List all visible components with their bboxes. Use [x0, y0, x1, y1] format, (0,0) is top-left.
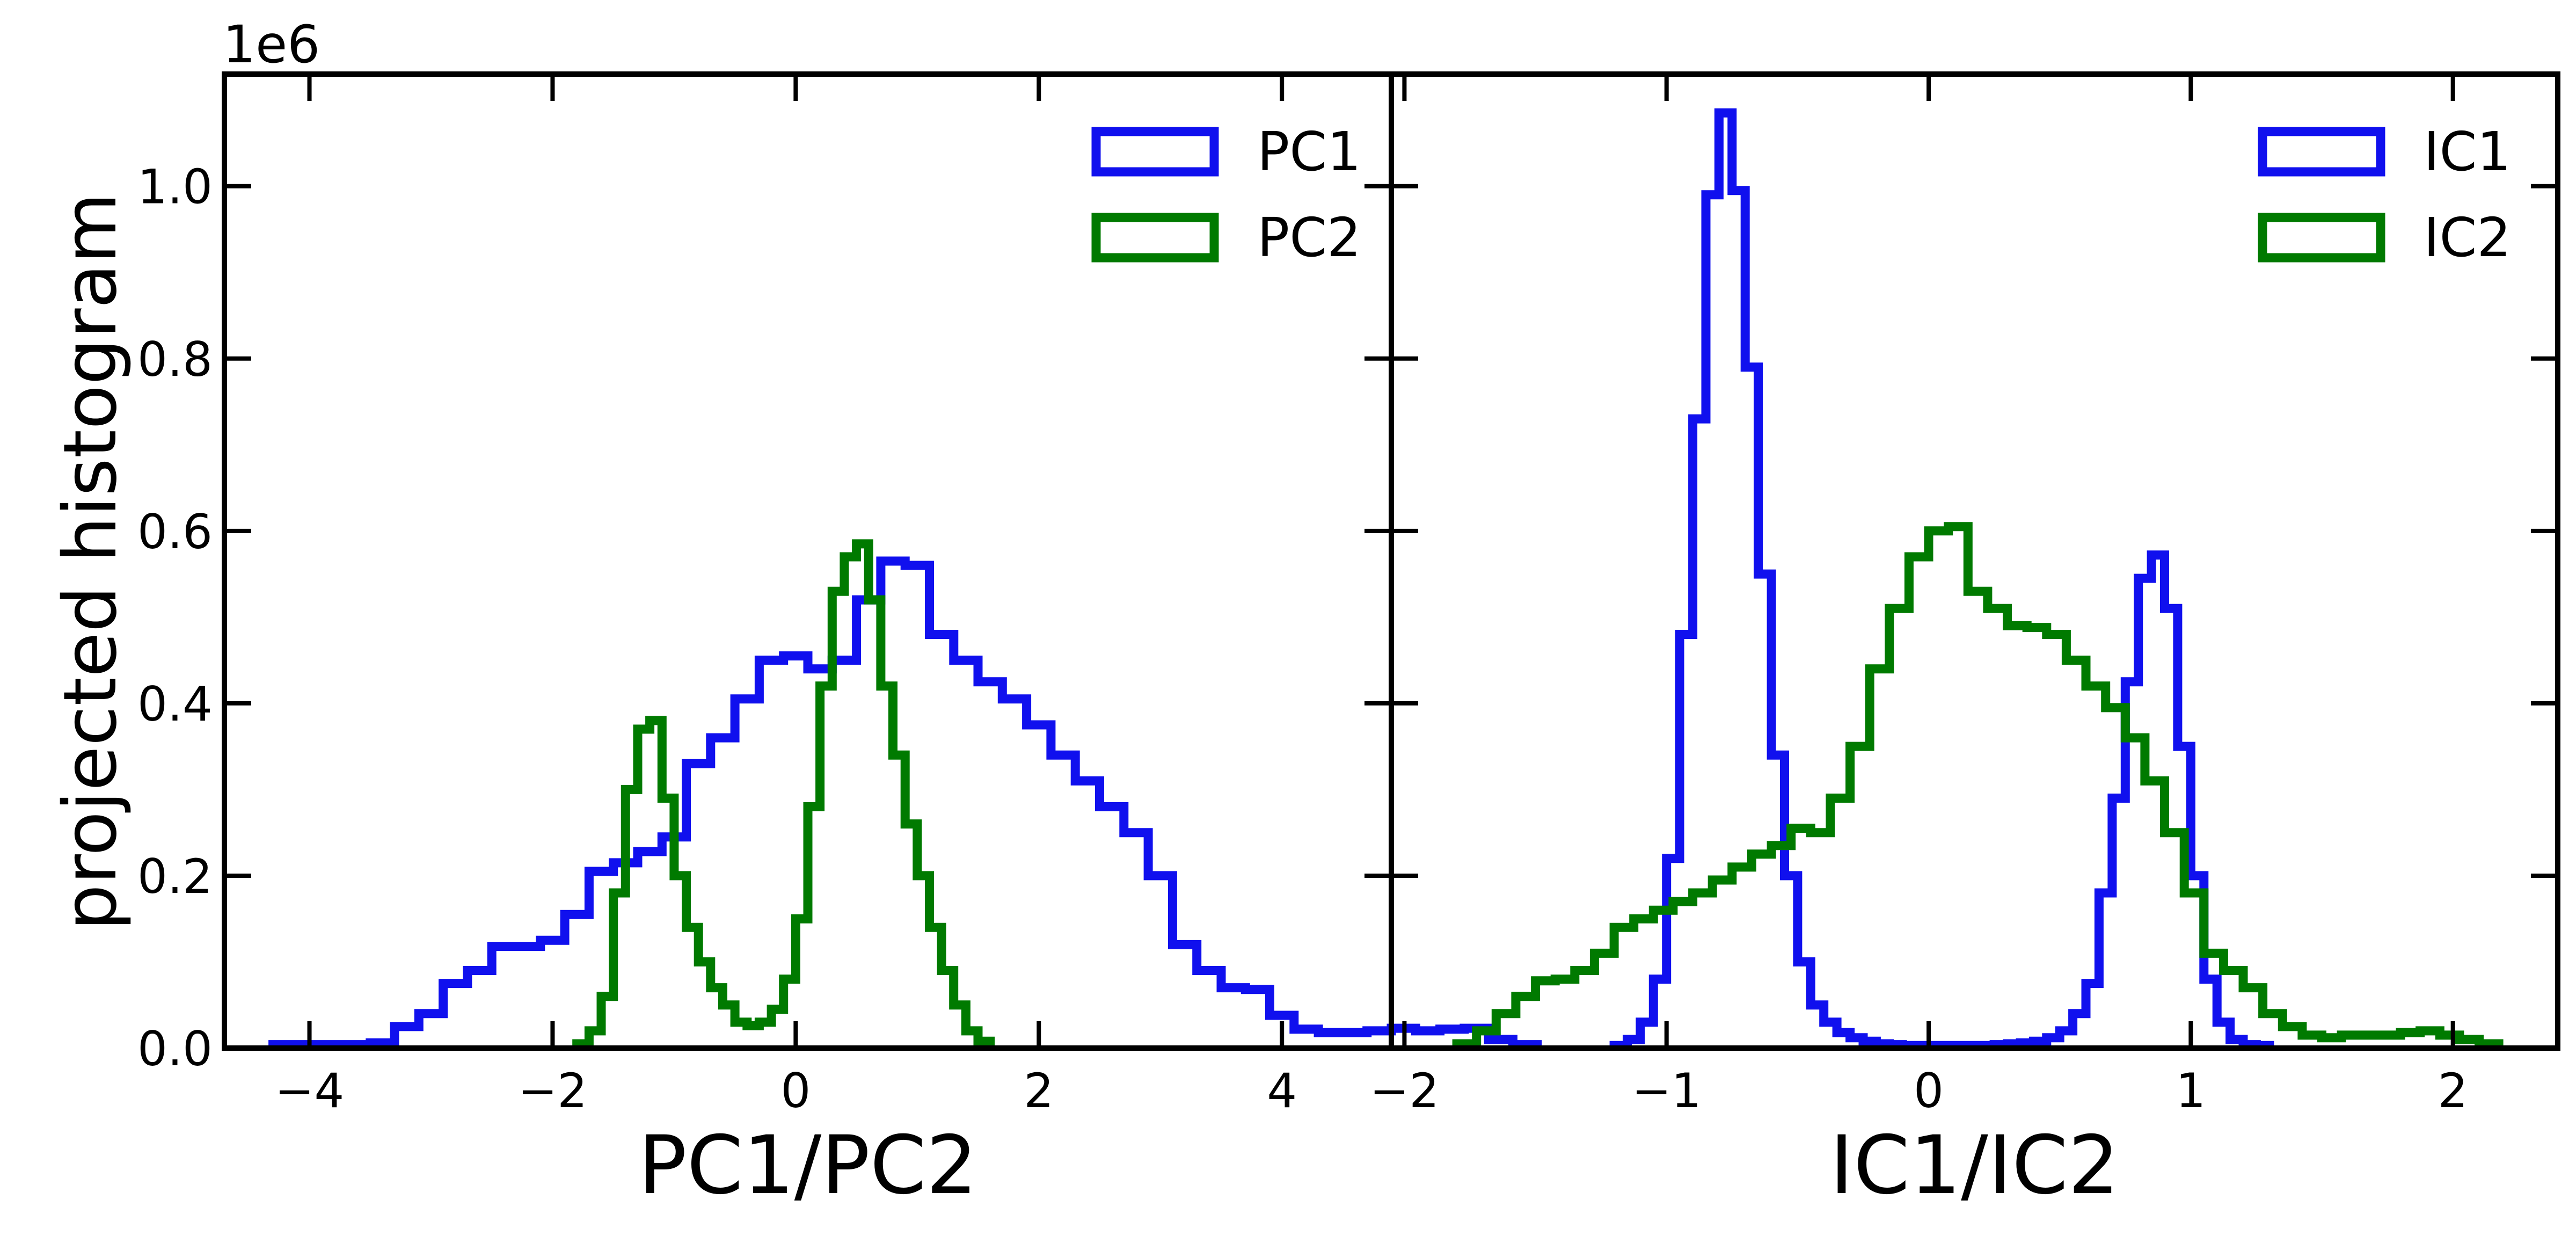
y-axis-label: projected histogram — [48, 193, 133, 931]
series-pc2-line — [572, 539, 995, 1049]
legend-swatch-ic1 — [2258, 127, 2385, 177]
x-tick-label: 2 — [2438, 1063, 2468, 1118]
legend-swatch-pc1 — [1091, 127, 1219, 177]
x-tick-label: 0 — [780, 1063, 811, 1118]
series-pc1-line — [268, 556, 1542, 1050]
legend-label-pc2: PC2 — [1257, 206, 1361, 269]
plot-frame — [1389, 71, 2560, 1051]
legend-label-ic1: IC1 — [2424, 120, 2511, 183]
x-tick-label: 2 — [1024, 1063, 1054, 1118]
x-tick-label: −1 — [1632, 1063, 1702, 1118]
y-offset-text: 1e6 — [223, 14, 320, 75]
x-tick-label: −2 — [1370, 1063, 1440, 1118]
x-tick-label: 4 — [1267, 1063, 1297, 1118]
x-tick-label: −4 — [275, 1063, 345, 1118]
y-tick-label: 0.6 — [137, 504, 213, 559]
y-tick-label: 0.8 — [137, 332, 213, 387]
x-tick-label: −2 — [518, 1063, 588, 1118]
legend-label-pc1: PC1 — [1257, 120, 1361, 183]
y-tick-label: 1.0 — [137, 159, 213, 215]
legend-swatch-pc2 — [1091, 213, 1219, 263]
right-panel: −2 −1 0 1 2 IC1/IC2 IC1 IC2 — [1370, 71, 2560, 1212]
legend-swatch-ic2 — [2258, 213, 2385, 263]
x-axis-label: PC1/PC2 — [638, 1119, 977, 1212]
legend-label-ic2: IC2 — [2424, 206, 2511, 269]
x-tick-label: 0 — [1914, 1063, 1944, 1118]
x-tick-label: 1 — [2176, 1063, 2206, 1118]
y-tick-label: 0.0 — [137, 1021, 213, 1077]
y-tick-label: 0.4 — [137, 677, 213, 732]
y-tick-label: 0.2 — [137, 849, 213, 904]
series-ic2-line — [1452, 522, 2504, 1049]
x-axis-label: IC1/IC2 — [1830, 1119, 2119, 1212]
